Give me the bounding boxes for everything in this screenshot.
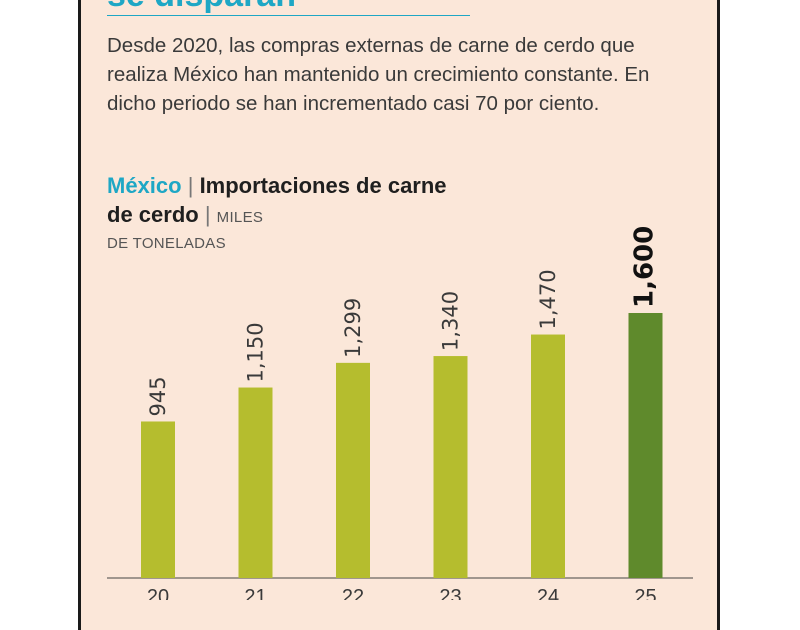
category-label-24: 24 [537, 586, 559, 600]
chart-title-separator: | [187, 173, 194, 198]
bar-21 [238, 387, 273, 578]
headline: se disparan [107, 0, 296, 12]
value-label-21: 1,150 [244, 322, 268, 382]
category-label-23: 23 [439, 586, 461, 600]
value-label-23: 1,340 [439, 291, 463, 351]
bar-23 [433, 356, 468, 578]
headline-rule [107, 15, 470, 16]
value-label-24: 1,470 [536, 269, 560, 329]
intro-text: Desde 2020, las compras externas de carn… [107, 34, 650, 115]
chart-title-metric: Importaciones de carne de cerdo [107, 173, 447, 227]
chart-title-country: México [107, 173, 182, 198]
chart-title-units-2: DE TONELADAS [107, 235, 226, 252]
chart-title-units: MILES [216, 209, 264, 226]
value-label-25: 1,600 [630, 226, 660, 308]
category-label-22: 22 [342, 586, 364, 600]
chart-title: México | Importaciones de carne de cerdo… [107, 171, 467, 256]
bar-24 [531, 334, 565, 578]
bar-22 [336, 362, 370, 578]
value-label-22: 1,299 [341, 298, 365, 358]
bar-chart: 945 20 1,150 21 1,299 22 1,340 23 1,470 24 1,600 25 [107, 226, 693, 600]
chart-title-separator-2: | [204, 202, 211, 227]
category-label-21: 21 [244, 586, 266, 600]
infographic-panel [78, 0, 720, 630]
category-label-25: 25 [634, 586, 656, 600]
bar-25 [628, 313, 663, 578]
value-label-20: 945 [146, 376, 170, 416]
bar-20 [141, 421, 175, 578]
category-label-20: 20 [147, 586, 169, 600]
